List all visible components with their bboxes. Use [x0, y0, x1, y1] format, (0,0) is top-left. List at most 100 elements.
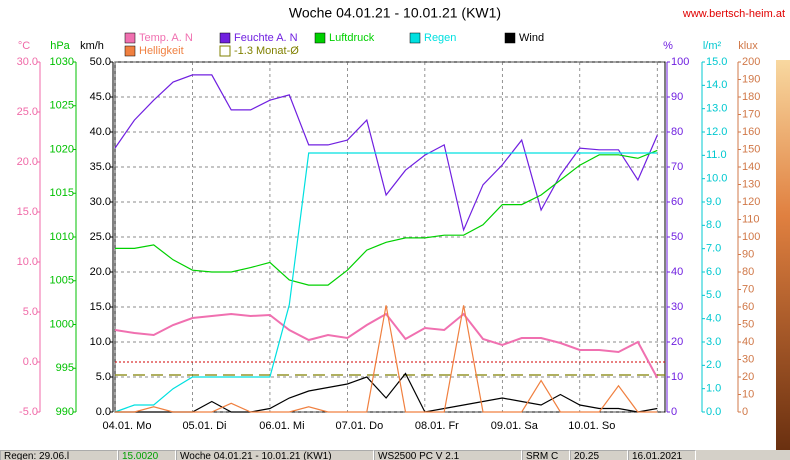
y-axis-unit: l/m² [703, 40, 722, 52]
legend-swatch [124, 45, 136, 57]
y-tick-label: 20.0 [17, 156, 38, 168]
y-tick-label: 5.0 [706, 289, 721, 301]
y-axis-unit: klux [738, 40, 758, 52]
y-tick-label: 6.0 [706, 266, 721, 278]
x-tick-label: 09.01. Sa [491, 420, 539, 432]
legend-swatch [409, 32, 421, 44]
y-tick-label: 4.0 [706, 313, 721, 325]
y-tick-label: 0 [671, 406, 677, 418]
chart-title: Woche 04.01.21 - 10.01.21 (KW1) [289, 5, 501, 21]
y-axis-unit: km/h [80, 40, 104, 52]
y-tick-label: 130 [742, 178, 760, 190]
y-tick-label: 20 [671, 336, 683, 348]
y-tick-label: 190 [742, 73, 760, 85]
y-tick-label: 1020 [50, 143, 74, 155]
y-tick-label: 50 [742, 318, 754, 330]
y-tick-label: 10 [671, 371, 683, 383]
series-line [114, 152, 658, 413]
y-tick-label: 90 [671, 91, 683, 103]
y-tick-label: 120 [742, 196, 760, 208]
y-tick-label: 8.0 [706, 219, 721, 231]
y-axis-unit: °C [18, 40, 30, 52]
y-tick-label: 30.0 [17, 56, 38, 68]
y-tick-label: 0 [742, 406, 748, 418]
legend-label: -1.3 Monat-Ø [234, 45, 299, 57]
y-tick-label: 1030 [50, 56, 74, 68]
status-field: SRM C [522, 450, 570, 460]
y-tick-label: 995 [56, 362, 74, 374]
y-tick-label: 70 [671, 161, 683, 173]
y-tick-label: 40 [742, 336, 754, 348]
y-tick-label: 25.0 [17, 106, 38, 118]
y-tick-label: 160 [742, 126, 760, 138]
y-tick-label: 15.0 [706, 56, 727, 68]
y-tick-label: 9.0 [706, 196, 721, 208]
y-tick-label: 10.0 [90, 336, 111, 348]
series-line [115, 149, 658, 286]
y-axis-unit: hPa [50, 40, 70, 52]
y-tick-label: 1025 [50, 100, 74, 112]
y-tick-label: 30.0 [90, 196, 111, 208]
status-field: WS2500 PC V 2.1 [374, 450, 522, 460]
legend-swatch [314, 32, 326, 44]
x-tick-label: 05.01. Di [182, 420, 226, 432]
y-tick-label: 1005 [50, 275, 74, 287]
y-tick-label: 70 [742, 283, 754, 295]
status-field: 16.01.2021 [628, 450, 696, 460]
y-tick-label: 5.0 [96, 371, 111, 383]
x-tick-label: 08.01. Fr [415, 420, 459, 432]
source-link[interactable]: www.bertsch-heim.at [682, 8, 785, 20]
y-tick-label: 20 [742, 371, 754, 383]
y-tick-label: 40.0 [90, 126, 111, 138]
y-tick-label: 90 [742, 248, 754, 260]
legend-label: Luftdruck [329, 32, 375, 44]
plot-area [114, 61, 666, 413]
y-tick-label: 40 [671, 266, 683, 278]
y-tick-label: 990 [56, 406, 74, 418]
series-line [115, 372, 658, 413]
decoration-image [776, 60, 790, 450]
x-tick-label: 07.01. Do [336, 420, 384, 432]
y-tick-label: 0.0 [96, 406, 111, 418]
y-tick-label: 35.0 [90, 161, 111, 173]
status-field: 15.0020 [118, 450, 176, 460]
series-line [114, 74, 658, 232]
y-tick-label: 15.0 [17, 206, 38, 218]
legend-label: Regen [424, 32, 456, 44]
status-field: Regen: 29.06.l [0, 450, 118, 460]
y-tick-label: 13.0 [706, 103, 727, 115]
legend-label: Helligkeit [139, 45, 184, 57]
y-tick-label: 140 [742, 161, 760, 173]
y-tick-label: 3.0 [706, 336, 721, 348]
y-tick-label: 1010 [50, 231, 74, 243]
status-field: 20.25 [570, 450, 628, 460]
chart: Woche 04.01.21 - 10.01.21 (KW1) www.bert… [17, 5, 790, 450]
y-tick-label: 1015 [50, 187, 74, 199]
y-tick-label: -5.0 [19, 406, 38, 418]
legend-swatch [124, 32, 136, 44]
legend-label: Feuchte A. N [234, 32, 298, 44]
y-tick-label: 1.0 [706, 383, 721, 395]
y-tick-label: 45.0 [90, 91, 111, 103]
legend-swatch [219, 32, 231, 44]
y-tick-label: 2.0 [706, 359, 721, 371]
y-tick-label: 10.0 [706, 173, 727, 185]
status-field: Woche 04.01.21 - 10.01.21 (KW1) [176, 450, 374, 460]
y-tick-label: 25.0 [90, 231, 111, 243]
legend-swatch [219, 45, 231, 57]
y-tick-label: 60 [742, 301, 754, 313]
y-tick-label: 5.0 [23, 306, 38, 318]
y-tick-label: 60 [671, 196, 683, 208]
y-tick-label: 50 [671, 231, 683, 243]
legend-label: Wind [519, 32, 544, 44]
y-tick-label: 150 [742, 143, 760, 155]
x-tick-label: 10.01. So [568, 420, 615, 432]
y-tick-label: 180 [742, 91, 760, 103]
y-tick-label: 0.0 [706, 406, 721, 418]
y-tick-label: 10.0 [17, 256, 38, 268]
y-tick-label: 80 [671, 126, 683, 138]
y-tick-label: 1000 [50, 318, 74, 330]
series-line [115, 305, 658, 413]
y-tick-label: 100 [671, 56, 689, 68]
